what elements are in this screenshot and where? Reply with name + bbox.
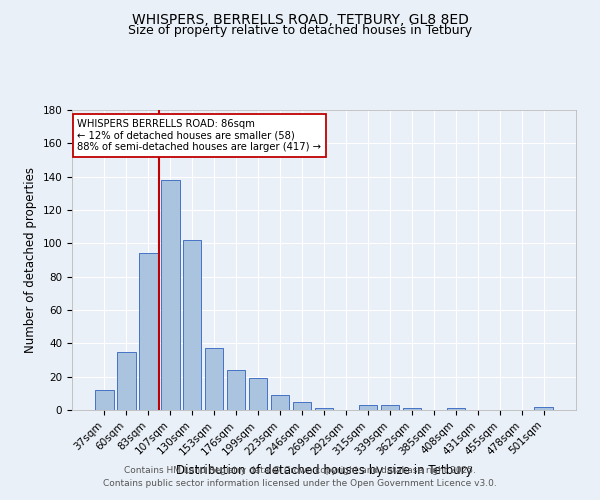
Y-axis label: Number of detached properties: Number of detached properties: [24, 167, 37, 353]
Bar: [161, 180, 179, 410]
Bar: [293, 402, 311, 410]
Bar: [446, 408, 465, 410]
Bar: [271, 395, 289, 410]
Bar: [117, 352, 136, 410]
X-axis label: Distribution of detached houses by size in Tetbury: Distribution of detached houses by size …: [176, 464, 472, 476]
Text: WHISPERS BERRELLS ROAD: 86sqm
← 12% of detached houses are smaller (58)
88% of s: WHISPERS BERRELLS ROAD: 86sqm ← 12% of d…: [77, 119, 321, 152]
Bar: [139, 254, 158, 410]
Bar: [227, 370, 245, 410]
Text: Contains HM Land Registry data © Crown copyright and database right 2025.
Contai: Contains HM Land Registry data © Crown c…: [103, 466, 497, 487]
Bar: [183, 240, 202, 410]
Bar: [359, 405, 377, 410]
Text: Size of property relative to detached houses in Tetbury: Size of property relative to detached ho…: [128, 24, 472, 37]
Bar: [535, 406, 553, 410]
Bar: [205, 348, 223, 410]
Bar: [314, 408, 334, 410]
Text: WHISPERS, BERRELLS ROAD, TETBURY, GL8 8ED: WHISPERS, BERRELLS ROAD, TETBURY, GL8 8E…: [131, 12, 469, 26]
Bar: [249, 378, 268, 410]
Bar: [380, 405, 399, 410]
Bar: [95, 390, 113, 410]
Bar: [403, 408, 421, 410]
